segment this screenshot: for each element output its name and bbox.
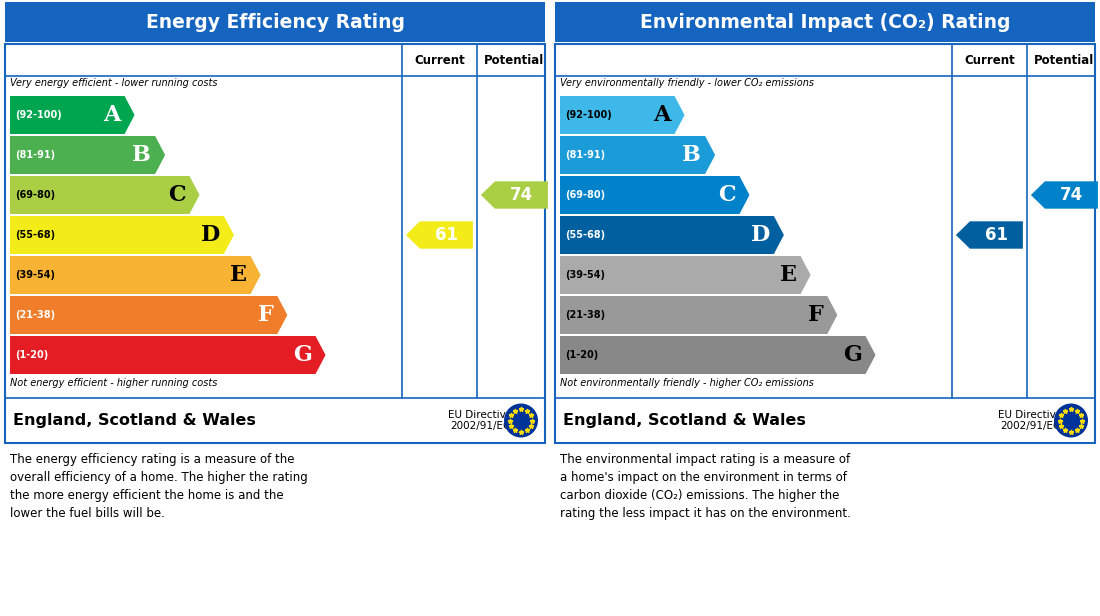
Text: 74: 74 [509, 186, 534, 204]
Polygon shape [1031, 181, 1098, 209]
Text: Environmental Impact (CO₂) Rating: Environmental Impact (CO₂) Rating [640, 12, 1010, 31]
Text: Not environmentally friendly - higher CO₂ emissions: Not environmentally friendly - higher CO… [560, 378, 814, 388]
Polygon shape [560, 296, 837, 334]
Text: (39-54): (39-54) [565, 270, 605, 280]
Polygon shape [10, 256, 261, 294]
Text: Potential: Potential [1034, 54, 1094, 67]
Text: G: G [293, 344, 311, 366]
Text: Potential: Potential [484, 54, 544, 67]
Text: EU Directive
2002/91/EC: EU Directive 2002/91/EC [998, 410, 1063, 431]
Text: (39-54): (39-54) [15, 270, 55, 280]
Text: A: A [653, 104, 671, 126]
Text: Current: Current [964, 54, 1015, 67]
Text: B: B [682, 144, 701, 166]
Text: (1-20): (1-20) [565, 350, 598, 360]
Polygon shape [481, 181, 548, 209]
Text: C: C [718, 184, 736, 206]
Polygon shape [560, 256, 811, 294]
Bar [556, 2, 1094, 42]
Circle shape [1054, 403, 1088, 437]
Text: (69-80): (69-80) [565, 190, 605, 200]
Text: (81-91): (81-91) [565, 150, 605, 160]
Polygon shape [560, 336, 876, 374]
Text: Energy Efficiency Rating: Energy Efficiency Rating [145, 12, 405, 31]
Text: 61: 61 [984, 226, 1008, 244]
Polygon shape [406, 221, 473, 249]
Circle shape [504, 403, 538, 437]
Text: England, Scotland & Wales: England, Scotland & Wales [563, 413, 806, 428]
Text: D: D [750, 224, 770, 246]
Bar [6, 2, 544, 42]
Polygon shape [560, 136, 715, 174]
Text: (21-38): (21-38) [565, 310, 605, 320]
Text: (92-100): (92-100) [15, 110, 62, 120]
Text: England, Scotland & Wales: England, Scotland & Wales [13, 413, 256, 428]
Text: (1-20): (1-20) [15, 350, 48, 360]
Bar [556, 44, 1094, 443]
Text: C: C [168, 184, 186, 206]
Text: 61: 61 [434, 226, 458, 244]
Text: Very energy efficient - lower running costs: Very energy efficient - lower running co… [10, 78, 218, 88]
Text: Very environmentally friendly - lower CO₂ emissions: Very environmentally friendly - lower CO… [560, 78, 814, 88]
Text: EU Directive
2002/91/EC: EU Directive 2002/91/EC [448, 410, 513, 431]
Text: E: E [230, 264, 246, 286]
Text: G: G [843, 344, 861, 366]
Text: 74: 74 [1059, 186, 1084, 204]
Polygon shape [10, 176, 199, 214]
Text: E: E [780, 264, 796, 286]
Polygon shape [560, 176, 749, 214]
Text: (55-68): (55-68) [565, 230, 605, 240]
Text: (55-68): (55-68) [15, 230, 55, 240]
Polygon shape [560, 96, 684, 134]
Text: (92-100): (92-100) [565, 110, 612, 120]
Bar [6, 44, 544, 443]
Text: (21-38): (21-38) [15, 310, 55, 320]
Text: The environmental impact rating is a measure of
a home's impact on the environme: The environmental impact rating is a mea… [560, 453, 851, 520]
Text: (69-80): (69-80) [15, 190, 55, 200]
Polygon shape [956, 221, 1023, 249]
Polygon shape [10, 296, 287, 334]
Text: A: A [103, 104, 121, 126]
Text: Current: Current [414, 54, 465, 67]
Text: F: F [807, 304, 823, 326]
Text: D: D [200, 224, 220, 246]
Polygon shape [10, 216, 234, 254]
Polygon shape [560, 216, 784, 254]
Text: B: B [132, 144, 151, 166]
Polygon shape [10, 336, 326, 374]
Text: F: F [257, 304, 273, 326]
Text: (81-91): (81-91) [15, 150, 55, 160]
Text: Not energy efficient - higher running costs: Not energy efficient - higher running co… [10, 378, 218, 388]
Polygon shape [10, 96, 134, 134]
Text: The energy efficiency rating is a measure of the
overall efficiency of a home. T: The energy efficiency rating is a measur… [10, 453, 308, 520]
Polygon shape [10, 136, 165, 174]
